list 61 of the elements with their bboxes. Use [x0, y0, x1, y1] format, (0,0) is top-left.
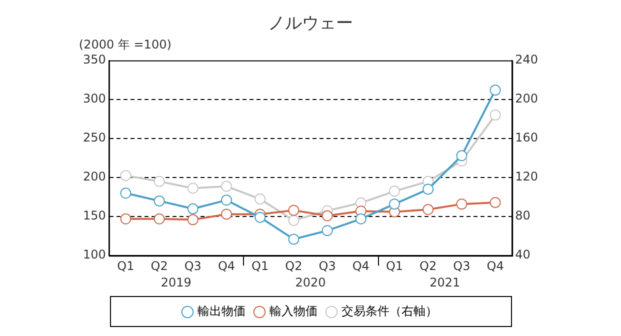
point — [154, 213, 165, 224]
point — [288, 204, 300, 216]
point — [456, 198, 468, 210]
point — [221, 180, 232, 192]
x-tick-label: Q1 — [386, 258, 404, 273]
point — [288, 214, 300, 226]
y2-tick-label: 200 — [515, 92, 538, 106]
point — [221, 194, 232, 206]
y2-tick-label: 120 — [515, 170, 538, 184]
point — [120, 170, 132, 182]
x-tick-label: Q2 — [420, 258, 437, 273]
point — [221, 208, 232, 220]
point — [254, 212, 266, 223]
legend-label: 輸出物価 — [198, 304, 246, 318]
y-tick-label: 150 — [83, 208, 106, 223]
legend-label: 交易条件（右軸） — [342, 304, 438, 318]
y-tick-label: 100 — [83, 248, 106, 262]
y2-tick-label: 80 — [515, 208, 530, 223]
y-tick-label: 250 — [83, 130, 106, 145]
y2-tick-label: 160 — [515, 130, 538, 145]
point — [154, 195, 165, 206]
y2-tick-label: 40 — [515, 248, 530, 262]
point — [187, 182, 198, 194]
x-tick-label: Q4 — [352, 258, 370, 273]
point — [187, 214, 198, 226]
point — [490, 84, 501, 96]
point — [355, 213, 366, 224]
x-tick-label: Q2 — [285, 258, 302, 273]
point — [154, 176, 165, 187]
x-tick-label: Q4 — [218, 258, 236, 273]
chart-title: ノルウェー — [268, 14, 353, 34]
point — [120, 213, 132, 224]
point — [389, 186, 400, 197]
text: 2019 — [160, 276, 192, 290]
point — [120, 188, 132, 199]
x-tick-label: Q4 — [486, 258, 504, 273]
point — [490, 197, 501, 208]
y-tick-label: 350 — [83, 52, 106, 67]
point — [389, 198, 400, 210]
legend-label: 輸入物価 — [270, 304, 318, 318]
point — [322, 210, 333, 222]
point — [254, 193, 266, 204]
point — [490, 110, 501, 121]
point — [288, 234, 300, 245]
point — [456, 150, 468, 162]
point — [422, 204, 434, 216]
point — [322, 225, 333, 236]
y-tick-label: 300 — [83, 92, 106, 106]
x-tick-label: Q1 — [252, 258, 269, 273]
y-axis-title: (2000 年 =100) — [78, 38, 172, 52]
y-tick-label: 200 — [83, 170, 106, 184]
point — [187, 203, 198, 214]
x-tick-label: Q2 — [150, 258, 168, 273]
x-tick-label: Q3 — [453, 258, 470, 273]
x-tick-label: Q3 — [184, 258, 202, 273]
x-tick-label: Q3 — [318, 258, 336, 273]
text: 2021 — [430, 276, 460, 290]
x-tick-label: Q1 — [117, 258, 134, 273]
y2-tick-label: 240 — [515, 52, 538, 67]
text: 2020 — [295, 276, 326, 290]
point — [422, 184, 434, 195]
